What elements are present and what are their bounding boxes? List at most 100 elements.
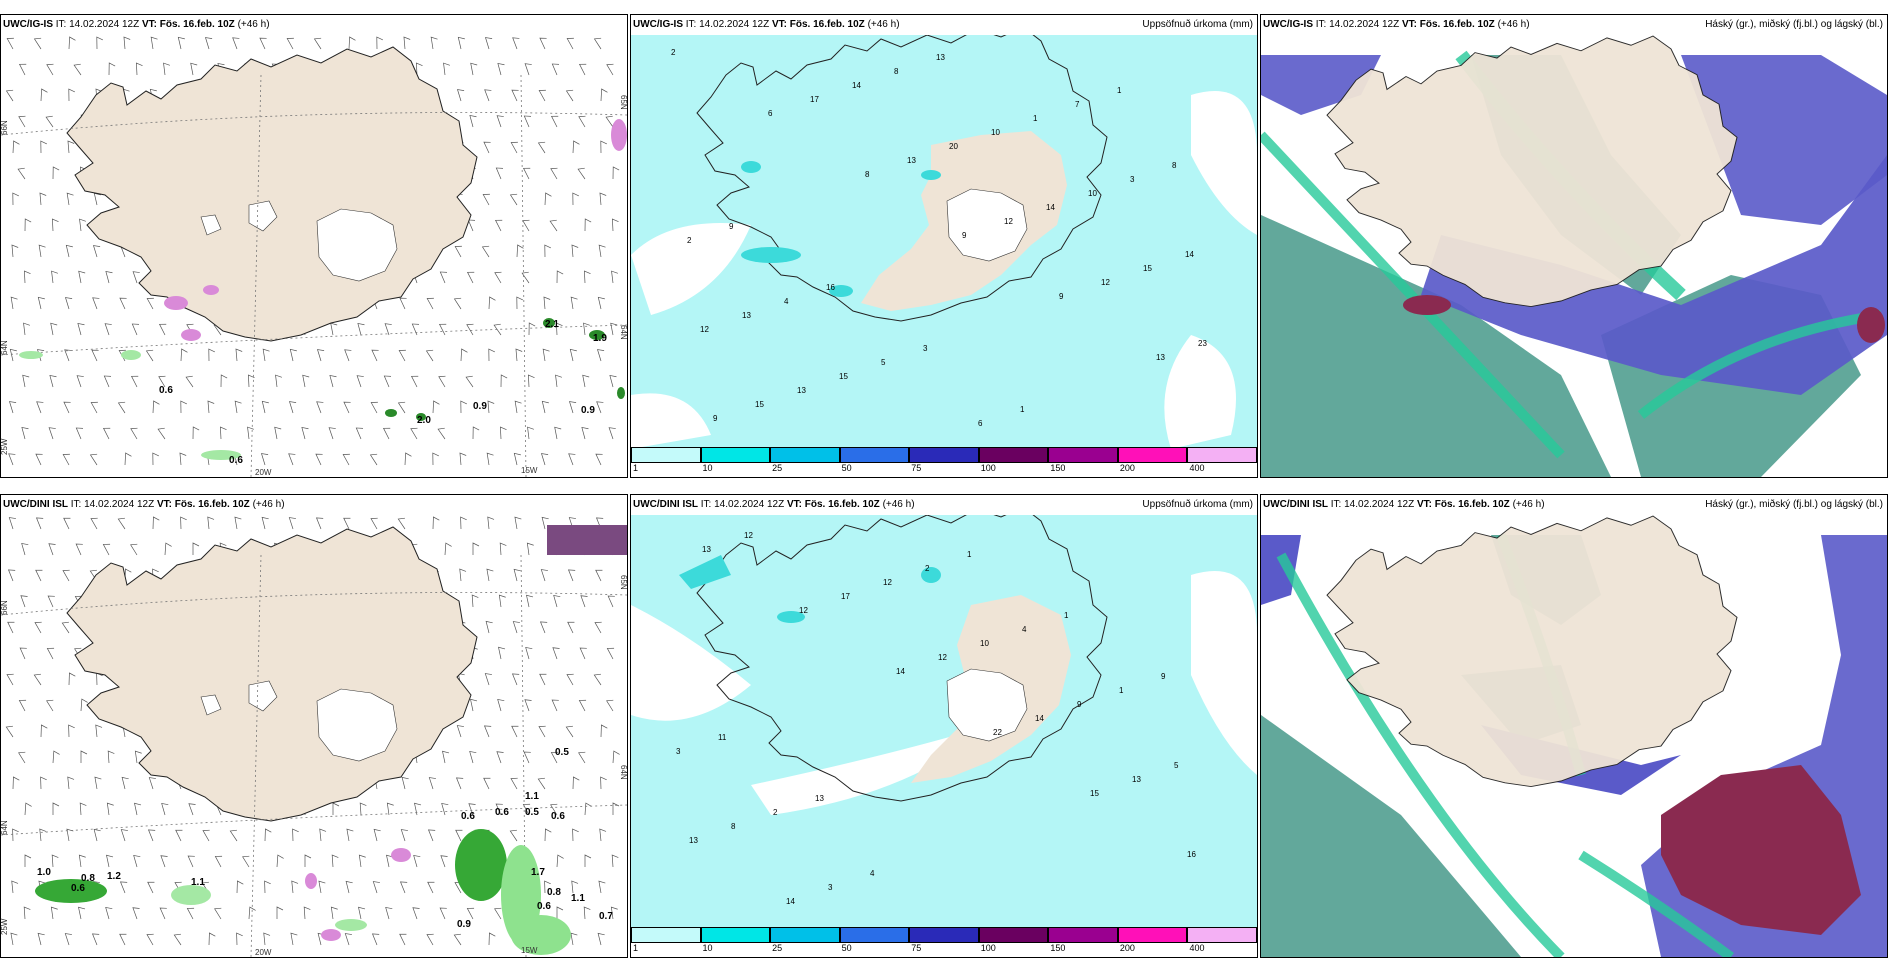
wind-barb <box>411 323 420 336</box>
wind-barb <box>18 699 27 712</box>
wind-barb <box>248 906 256 920</box>
wind-barb <box>346 828 354 842</box>
wind-barb <box>36 401 44 414</box>
wind-value: 2.0 <box>417 415 431 426</box>
wind-barb <box>164 542 172 556</box>
wind-barb <box>145 349 154 362</box>
wind-barb <box>157 427 166 440</box>
wind-barb <box>572 140 580 154</box>
wind-barb <box>64 933 72 946</box>
wind-barb <box>513 452 521 466</box>
precip-value: 9 <box>729 222 734 231</box>
wind-barb <box>180 400 187 414</box>
wind-value: 0.6 <box>537 901 551 912</box>
precip-value: 10 <box>1088 189 1097 198</box>
wind-barb <box>173 933 182 946</box>
colorbar: 1 10 25 50 75 100 150 200 400 <box>631 927 1257 955</box>
wind-barb <box>512 37 520 50</box>
wind-barb <box>600 724 608 738</box>
wind-barb <box>52 166 60 180</box>
wind-barb <box>457 36 465 50</box>
wind-barb <box>482 193 490 206</box>
wind-barb <box>527 374 535 388</box>
wind-value: 1.2 <box>107 871 121 882</box>
map-wind-ig-is[interactable]: 0.6 2.1 1.9 0.9 0.9 2.0 0.6 66N 65N 64N … <box>1 35 627 477</box>
wind-barb <box>234 516 242 530</box>
wind-barb <box>102 543 111 556</box>
wind-barb <box>494 271 502 284</box>
wind-barb <box>303 906 311 920</box>
colorbar-swatch <box>770 447 840 463</box>
wind-barb <box>600 140 607 154</box>
precip-value: 14 <box>1046 203 1055 212</box>
wind-barb <box>318 880 326 894</box>
wind-barb <box>607 595 615 608</box>
wind-barb <box>264 828 272 842</box>
wind-barb <box>49 374 57 388</box>
wind-value: 0.6 <box>159 385 173 396</box>
wind-barb <box>147 829 156 842</box>
colorbar-tick-label: 25 <box>772 463 783 473</box>
wind-barb <box>50 906 58 920</box>
wind-barb <box>511 673 520 686</box>
wind-barb <box>544 828 552 842</box>
wind-barb <box>537 777 546 790</box>
wind-barb <box>207 516 215 530</box>
wind-barb <box>483 141 491 154</box>
wind-barb <box>130 543 138 556</box>
wind-barb <box>23 906 31 920</box>
wind-barb <box>598 244 606 258</box>
wind-barb <box>219 426 227 440</box>
wind-barb <box>526 594 534 608</box>
wind-barb <box>5 89 14 102</box>
wind-barb <box>34 621 42 634</box>
map-precip-ig-is[interactable]: 2 6 8 9 9 13 9 17 13 12 12 23 15 14 20 14 15 12 13 8 10 10 14 1… <box>631 35 1257 477</box>
map-clouds-dini[interactable] <box>1261 515 1887 957</box>
grid-label: 66N <box>1 600 9 615</box>
colorbar-tick-label: 400 <box>1189 943 1205 953</box>
wind-barb <box>567 569 576 582</box>
wind-barb <box>73 63 82 76</box>
colorbar-tick-label: 50 <box>841 463 852 473</box>
wind-barb <box>21 426 29 440</box>
wind-barb <box>566 37 574 50</box>
wind-barb <box>578 63 587 76</box>
wind-value: 0.5 <box>555 747 569 758</box>
wind-value: 0.7 <box>599 911 613 922</box>
wind-barb <box>481 245 490 258</box>
wind-barb <box>596 401 604 414</box>
wind-barb <box>78 854 86 868</box>
wind-barb <box>288 517 296 530</box>
wind-barb <box>595 569 603 582</box>
wind-barb <box>597 932 605 946</box>
precip-value: 10 <box>991 128 1000 137</box>
wind-barb <box>577 167 586 180</box>
map-wind-dini[interactable]: 0.5 1.1 0.6 0.6 0.5 0.6 1.0 0.8 1.2 1.1 … <box>1 515 627 957</box>
wind-barb <box>40 88 48 102</box>
wind-barb <box>146 933 154 946</box>
wind-barb <box>488 932 496 946</box>
wind-barb <box>413 855 421 868</box>
wind-barb <box>290 932 298 946</box>
precip-blobs <box>741 161 941 297</box>
wind-barb <box>468 803 476 816</box>
wind-barb <box>119 881 128 894</box>
map-clouds-ig-is[interactable] <box>1261 35 1887 477</box>
precip-value: 13 <box>742 311 751 320</box>
wind-barb <box>67 776 75 790</box>
wind-barb <box>291 880 299 894</box>
wind-barb <box>68 724 75 738</box>
precip-value: 20 <box>949 142 958 151</box>
panel-title: UWC/IG-IS IT: 14.02.2024 12Z VT: Fös. 16… <box>3 19 270 30</box>
wind-barb <box>584 218 592 232</box>
wind-barb <box>235 348 243 362</box>
map-precip-dini[interactable]: 13 12 14 22 15 16 12 17 12 14 13 13 14 12 10 9 5 8 3 2 4 1 3 2 4… <box>631 515 1257 957</box>
precip-value: 12 <box>1101 278 1110 287</box>
wind-barb <box>497 62 505 76</box>
colorbar-swatch <box>1117 927 1188 943</box>
wind-barb <box>426 297 434 310</box>
wind-barb <box>522 803 531 816</box>
wind-barb <box>526 542 534 556</box>
precip-value: 4 <box>870 869 875 878</box>
wind-barb <box>68 88 75 102</box>
